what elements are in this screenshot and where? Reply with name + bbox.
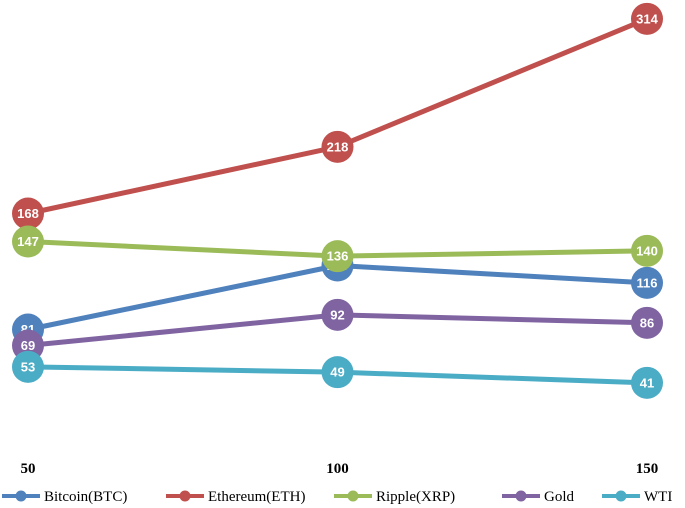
legend-label: WTI [644,489,672,505]
legend-marker [615,490,627,502]
data-label: 218 [327,139,349,154]
x-axis: 50 100 150 [21,461,659,477]
data-point [631,2,663,35]
data-label: 147 [17,234,39,249]
legend-item-ethereum-eth: Ethereum(ETH) [166,489,305,505]
legend-item-bitcoin-btc: Bitcoin(BTC) [2,489,127,505]
data-point [12,225,44,258]
data-label: 116 [637,275,658,290]
legend-label: Ripple(XRP) [376,489,455,505]
data-label: 136 [327,249,349,264]
series-line-ethereum-eth [25,16,650,217]
series-wti: 53 49 41 [12,350,663,399]
data-point [631,366,663,399]
data-label: 41 [640,375,654,390]
data-point [321,356,354,389]
legend-label: Gold [544,489,575,505]
legend-item-wti: WTI [602,489,672,505]
data-point [321,298,354,331]
legend-marker [515,490,527,502]
data-point [631,266,663,299]
data-point [321,130,354,163]
x-tick-label: 150 [636,461,659,477]
series-ripple-xrp: 147 136 140 [12,225,663,273]
legend-label: Bitcoin(BTC) [44,489,127,505]
data-point [321,240,354,273]
series-ethereum-eth: 168 218 314 [12,2,663,230]
data-point [631,234,663,267]
data-point [631,306,663,339]
x-tick-label: 100 [326,461,349,477]
data-point [12,350,44,383]
legend-item-ripple-xrp: Ripple(XRP) [334,489,455,505]
data-label: 314 [636,11,658,26]
data-label: 69 [21,338,35,353]
legend-label: Ethereum(ETH) [208,489,305,505]
legend: Bitcoin(BTC) Ethereum(ETH) Ripple(XRP) Gold… [2,489,672,505]
series-gold: 69 92 86 [12,298,663,362]
data-label: 49 [330,365,344,380]
legend-marker [179,490,191,502]
data-label: 140 [636,243,658,258]
x-tick-label: 50 [21,461,36,477]
data-label: 92 [330,307,344,322]
legend-item-gold: Gold [502,489,575,505]
legend-marker [15,490,27,502]
series-layer: 81129116168218314699286147136140534941 [12,2,663,399]
data-label: 168 [17,206,39,221]
legend-marker [347,490,359,502]
data-label: 86 [640,315,654,330]
data-label: 53 [21,359,35,374]
data-point [12,197,44,230]
